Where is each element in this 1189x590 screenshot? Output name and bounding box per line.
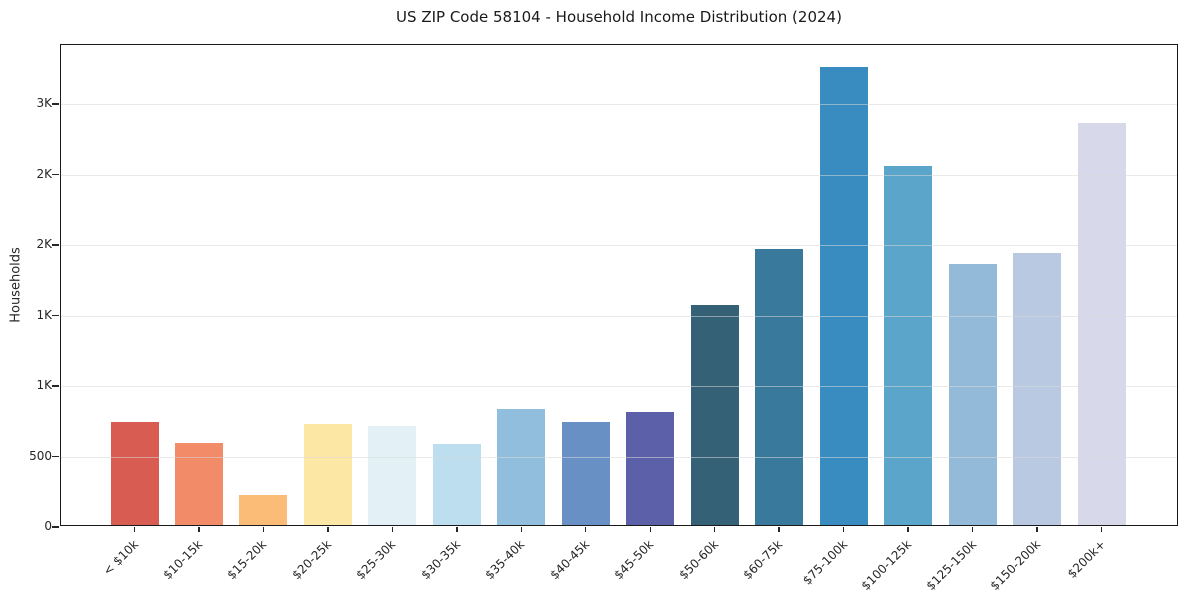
bar-45-50k (626, 411, 675, 525)
x-tick-mark (520, 527, 522, 532)
x-tick-mark (714, 527, 716, 532)
bar-15-20k (239, 494, 288, 525)
x-tick-mark (133, 527, 136, 532)
x-tick-mark (649, 527, 651, 532)
x-tick-mark (907, 527, 909, 532)
bar-50-60k (690, 305, 739, 525)
y-tick-label: 2K (36, 166, 52, 181)
y-tick-mark (52, 385, 59, 387)
y-tick-label: 2K (36, 237, 52, 252)
bar-35-40k (497, 408, 546, 525)
y-tick-label: 3K (36, 96, 52, 111)
bar-75-100k (819, 66, 868, 525)
gridline (61, 315, 1177, 317)
y-tick-label: 500 (29, 448, 52, 463)
y-tick-mark (52, 244, 59, 246)
x-tick-mark (971, 527, 974, 532)
y-tick-mark (52, 526, 59, 528)
x-tick-mark (778, 527, 780, 532)
y-tick-mark (52, 173, 59, 176)
bar-10-15k (174, 443, 223, 525)
gridline (61, 456, 1177, 458)
y-tick-label: 1K (36, 378, 52, 393)
bar-150-200k (1013, 253, 1062, 525)
x-tick-mark (391, 527, 394, 532)
x-tick-mark (1036, 527, 1038, 532)
chart-title: US ZIP Code 58104 - Household Income Dis… (396, 8, 842, 26)
y-tick-mark (52, 103, 59, 105)
bar-40-45k (561, 422, 610, 525)
gridline (61, 386, 1177, 388)
bar-60-75k (755, 248, 804, 525)
bar-25-30k (368, 426, 417, 525)
bar-10k (110, 422, 159, 525)
bar-20-25k (303, 424, 352, 525)
x-tick-mark (456, 527, 458, 532)
x-tick-label: < $10k (99, 537, 141, 579)
gridline (61, 104, 1177, 106)
x-tick-mark (262, 527, 265, 532)
x-tick-mark (327, 527, 329, 532)
bar-125-150k (948, 264, 997, 525)
y-tick-mark (52, 314, 59, 317)
gridline (61, 245, 1177, 247)
bar-200k+ (1077, 123, 1126, 525)
x-tick-mark (1100, 527, 1103, 532)
bar-100-125k (884, 165, 933, 525)
y-tick-label: 0 (44, 519, 52, 533)
x-tick-mark (585, 527, 587, 532)
y-tick-mark (52, 455, 59, 458)
bar-30-35k (432, 443, 481, 525)
x-tick-mark (842, 527, 845, 532)
x-tick-mark (198, 527, 200, 532)
plot-area (52, 44, 1178, 532)
gridline (61, 174, 1177, 176)
y-tick-label: 1K (36, 307, 52, 322)
